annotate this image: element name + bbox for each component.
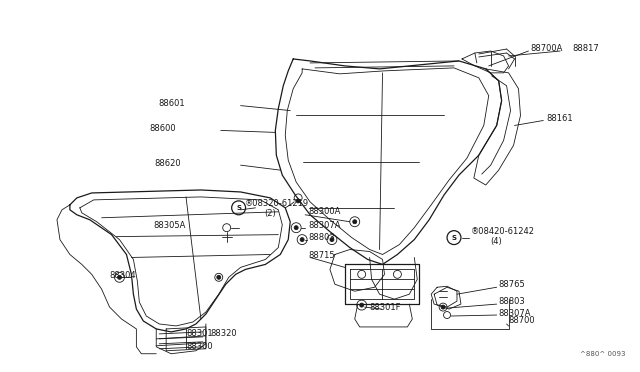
Text: 88601: 88601	[158, 99, 185, 108]
Text: 88300: 88300	[186, 342, 212, 351]
Circle shape	[118, 275, 122, 279]
Text: (2): (2)	[264, 209, 276, 218]
Text: 88715: 88715	[308, 251, 335, 260]
Text: (4): (4)	[491, 237, 502, 246]
Text: 88301: 88301	[186, 329, 212, 339]
Text: S: S	[236, 205, 241, 211]
Circle shape	[330, 238, 334, 241]
Text: 88803: 88803	[499, 296, 525, 306]
Text: 88600: 88600	[149, 124, 176, 133]
Circle shape	[217, 275, 221, 279]
Circle shape	[353, 220, 356, 224]
Text: 88307A: 88307A	[308, 221, 340, 230]
Text: 88765: 88765	[499, 280, 525, 289]
Text: S: S	[451, 235, 456, 241]
Text: 88307A: 88307A	[499, 308, 531, 318]
Text: 88300A: 88300A	[308, 207, 340, 216]
Text: 88301F: 88301F	[370, 302, 401, 312]
Text: 88620: 88620	[154, 159, 181, 168]
Text: ®08420-61242: ®08420-61242	[471, 227, 535, 236]
Circle shape	[360, 303, 364, 307]
Text: 88803: 88803	[308, 233, 335, 242]
Circle shape	[441, 305, 445, 309]
Text: 88700A: 88700A	[531, 44, 563, 52]
Circle shape	[294, 226, 298, 230]
Text: 88700: 88700	[509, 317, 535, 326]
Circle shape	[296, 199, 300, 203]
Text: 88305A: 88305A	[153, 221, 186, 230]
Text: 88817: 88817	[572, 44, 599, 52]
Text: ®08320-61219: ®08320-61219	[244, 199, 308, 208]
Text: ^880^ 0093: ^880^ 0093	[580, 351, 626, 357]
Text: 88304: 88304	[109, 271, 136, 280]
Text: 88320: 88320	[211, 329, 237, 339]
Circle shape	[300, 238, 304, 241]
Text: 88161: 88161	[547, 114, 573, 123]
